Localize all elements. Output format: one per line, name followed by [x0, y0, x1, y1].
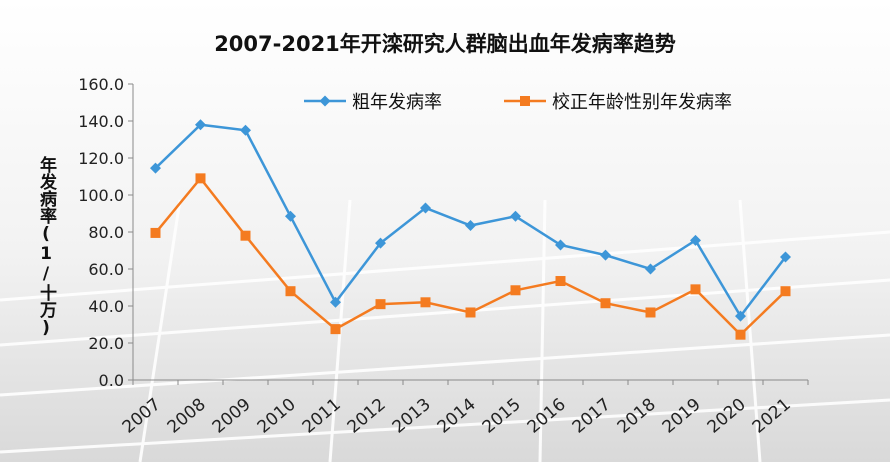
x-tick-label: 2010 — [254, 395, 300, 438]
x-tick-label: 2017 — [569, 395, 615, 438]
data-point — [780, 286, 791, 297]
data-point — [735, 310, 746, 322]
data-point — [420, 202, 431, 214]
x-tick-label: 2013 — [389, 395, 435, 438]
x-tick-label: 2014 — [434, 395, 480, 438]
data-point — [555, 239, 566, 251]
x-ticks: 2007 2008 2009 2010 2011 2012 2013 2014 2015 2016… — [119, 380, 809, 438]
data-point — [285, 210, 296, 222]
data-point — [510, 285, 521, 296]
x-tick-label: 2015 — [479, 395, 525, 438]
series-markers — [150, 119, 791, 340]
legend-marker — [319, 95, 331, 107]
x-tick-label: 2011 — [299, 395, 345, 438]
data-point — [780, 251, 791, 263]
y-tick-label: 60.0 — [88, 260, 124, 279]
data-point — [735, 329, 746, 340]
data-point — [420, 297, 431, 308]
legend-label: 校正年龄性别年发病率 — [552, 92, 732, 113]
data-point — [330, 296, 341, 308]
y-tick-label: 20.0 — [88, 334, 124, 353]
legend-label: 粗年发病率 — [352, 92, 442, 113]
legend: 粗年发病率 校正年龄性别年发病率 — [304, 92, 732, 113]
data-point — [150, 162, 161, 174]
data-point — [600, 298, 611, 309]
y-axis-label: 年发病率(1/十万) — [36, 156, 56, 338]
data-point — [195, 173, 206, 184]
data-point — [375, 237, 386, 249]
y-tick-label: 120.0 — [78, 149, 124, 168]
data-point — [645, 307, 656, 318]
data-point — [240, 124, 251, 136]
x-tick-label: 2020 — [704, 395, 750, 438]
data-point — [285, 286, 296, 297]
data-point — [195, 119, 206, 131]
x-tick-label: 2021 — [749, 395, 795, 438]
y-tick-label: 100.0 — [78, 186, 124, 205]
y-tick-label: 160.0 — [78, 75, 124, 94]
data-point — [150, 227, 161, 238]
legend-marker — [520, 96, 530, 106]
y-ticks: 0.0 20.0 40.0 60.0 80.0 100.0 120.0 140.0 160.0 — [78, 75, 133, 390]
y-tick-label: 140.0 — [78, 112, 124, 131]
x-tick-label: 2018 — [614, 395, 660, 438]
y-tick-label: 80.0 — [88, 223, 124, 242]
x-tick-label: 2007 — [119, 395, 165, 438]
data-point — [600, 249, 611, 261]
data-point — [510, 210, 521, 222]
x-tick-label: 2009 — [209, 395, 255, 438]
data-point — [465, 307, 476, 318]
data-point — [690, 284, 701, 295]
chart-title: 2007-2021年开滦研究人群脑出血年发病率趋势 — [214, 32, 676, 56]
x-tick-label: 2019 — [659, 395, 705, 438]
y-tick-label: 0.0 — [99, 371, 124, 390]
y-tick-label: 40.0 — [88, 297, 124, 316]
data-point — [465, 220, 476, 232]
data-point — [690, 234, 701, 246]
data-point — [555, 276, 566, 287]
data-point — [375, 299, 386, 310]
data-point — [330, 324, 341, 335]
x-tick-label: 2008 — [164, 395, 210, 438]
x-tick-label: 2012 — [344, 395, 390, 438]
x-tick-label: 2016 — [524, 395, 570, 438]
data-point — [645, 263, 656, 275]
data-point — [240, 230, 251, 241]
